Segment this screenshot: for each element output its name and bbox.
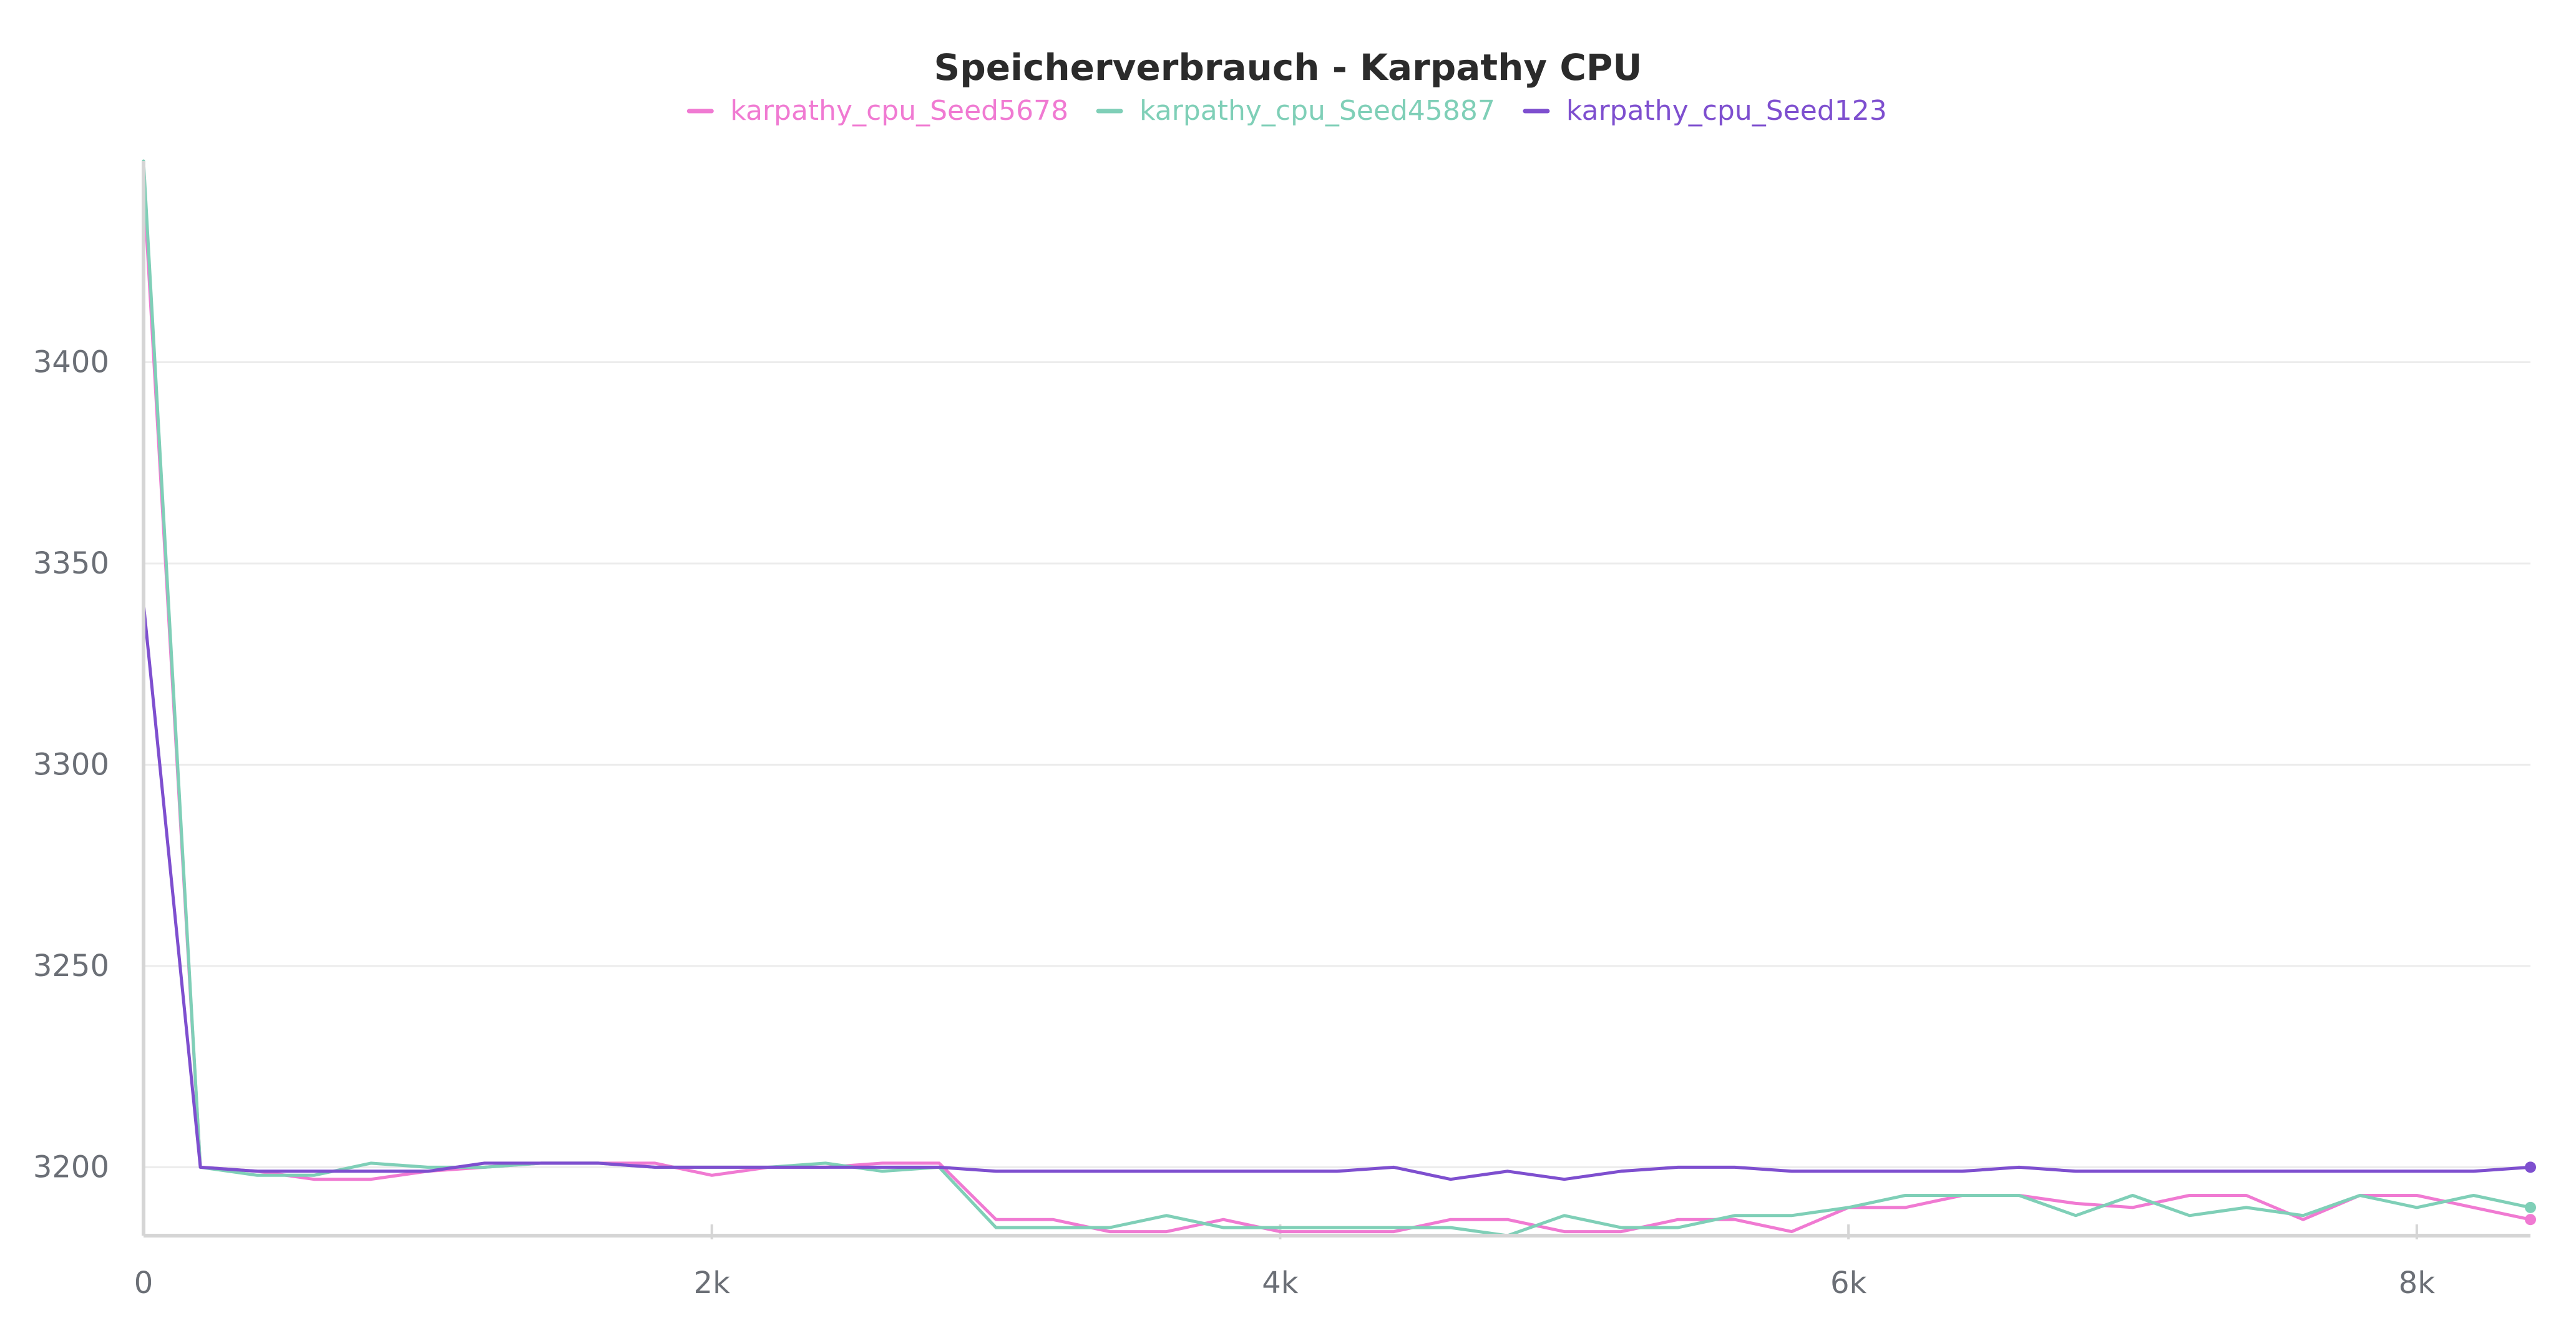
- series-line: [142, 159, 2532, 1238]
- y-tick-label: 3300: [33, 747, 109, 782]
- y-axis-ticks: 3200 3250 3300 3350 3400: [33, 344, 109, 1184]
- x-tick-label: 0: [134, 1266, 154, 1301]
- legend-label: karpathy_cpu_Seed123: [1566, 95, 1887, 127]
- y-tick-label: 3250: [33, 949, 109, 984]
- series-line: [142, 602, 2532, 1181]
- chart-legend: karpathy_cpu_Seed5678 karpathy_cpu_Seed45…: [686, 95, 1887, 127]
- grid-lines: [144, 361, 2530, 1168]
- x-tick-label: 2k: [694, 1266, 731, 1301]
- x-axis-ticks: 0 2k 4k 6k 8k: [134, 1224, 2435, 1301]
- legend-item[interactable]: karpathy_cpu_Seed123: [1523, 95, 1887, 127]
- series-line: [142, 179, 2532, 1234]
- chart-title: Speicherverbrauch - Karpathy CPU: [934, 46, 1642, 89]
- axes: [142, 161, 2530, 1238]
- y-tick-label: 3400: [33, 344, 109, 379]
- legend-item[interactable]: karpathy_cpu_Seed5678: [686, 95, 1068, 127]
- x-tick-label: 4k: [1262, 1266, 1299, 1301]
- legend-label: karpathy_cpu_Seed5678: [730, 95, 1068, 127]
- x-tick-label: 8k: [2399, 1266, 2436, 1301]
- series-end-point: [2525, 1201, 2536, 1213]
- series-end-point: [2525, 1161, 2536, 1173]
- x-tick-label: 6k: [1830, 1266, 1867, 1301]
- legend-item[interactable]: karpathy_cpu_Seed45887: [1096, 95, 1495, 127]
- series-end-point: [2525, 1214, 2536, 1226]
- y-tick-label: 3350: [33, 546, 109, 581]
- legend-label: karpathy_cpu_Seed45887: [1139, 95, 1495, 127]
- y-tick-label: 3200: [33, 1150, 109, 1184]
- series-lines: [142, 159, 2536, 1238]
